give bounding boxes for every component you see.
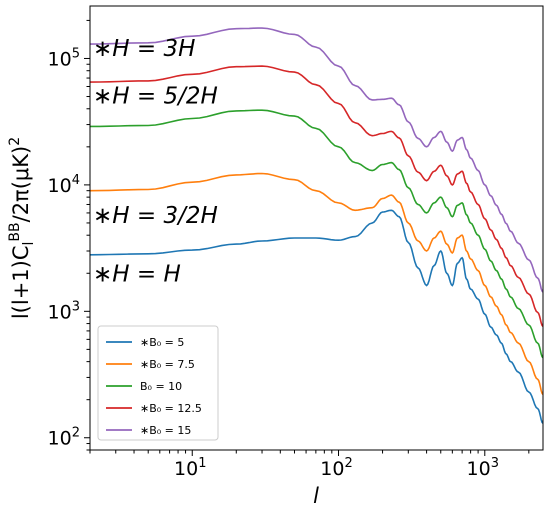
- annotation-2: ∗H = 5/2H: [93, 84, 218, 110]
- legend-box: [97, 325, 219, 441]
- series-line-3: [90, 109, 544, 359]
- series-line-1: [89, 209, 544, 424]
- x-axis-ticks: 101 102 103: [89, 450, 530, 480]
- x-tick-label-3: 103: [467, 456, 499, 480]
- y-axis-label: l(l+1)ClBB/2π(μK)2: [7, 137, 37, 319]
- y-tick-label-1: 102: [48, 426, 80, 450]
- x-tick-label-1: 101: [174, 456, 206, 480]
- y-axis-ticks: 102 103 104 105: [48, 19, 90, 451]
- y-tick-label-3: 104: [48, 173, 80, 197]
- series-line-2: [89, 172, 544, 396]
- x-tick-label-2: 102: [320, 456, 352, 480]
- legend-label-3: B₀ = 10: [140, 380, 182, 393]
- legend-label-1: ∗B₀ = 5: [140, 336, 184, 349]
- annotation-1: ∗H = 3H: [93, 36, 195, 62]
- y-tick-label-4: 105: [48, 46, 80, 70]
- annotation-3: ∗H = 3/2H: [93, 203, 218, 229]
- legend-label-2: ∗B₀ = 7.5: [140, 358, 195, 371]
- series-line-5: [89, 27, 544, 293]
- series-lines: [89, 27, 544, 424]
- series-line-4: [89, 65, 544, 327]
- legend: ∗B₀ = 5 ∗B₀ = 7.5 B₀ = 10 ∗B₀ = 12.5 ∗B₀ = 1…: [97, 325, 219, 441]
- x-axis-label: l: [313, 484, 319, 508]
- annotations: ∗H = 3H ∗H = 5/2H ∗H = 3/2H ∗H = H: [93, 36, 218, 288]
- plot-frame: [89, 5, 544, 451]
- legend-label-4: ∗B₀ = 12.5: [140, 402, 202, 415]
- y-tick-label-2: 103: [48, 299, 80, 323]
- legend-label-5: ∗B₀ = 15: [140, 424, 191, 437]
- annotation-4: ∗H = H: [93, 262, 181, 288]
